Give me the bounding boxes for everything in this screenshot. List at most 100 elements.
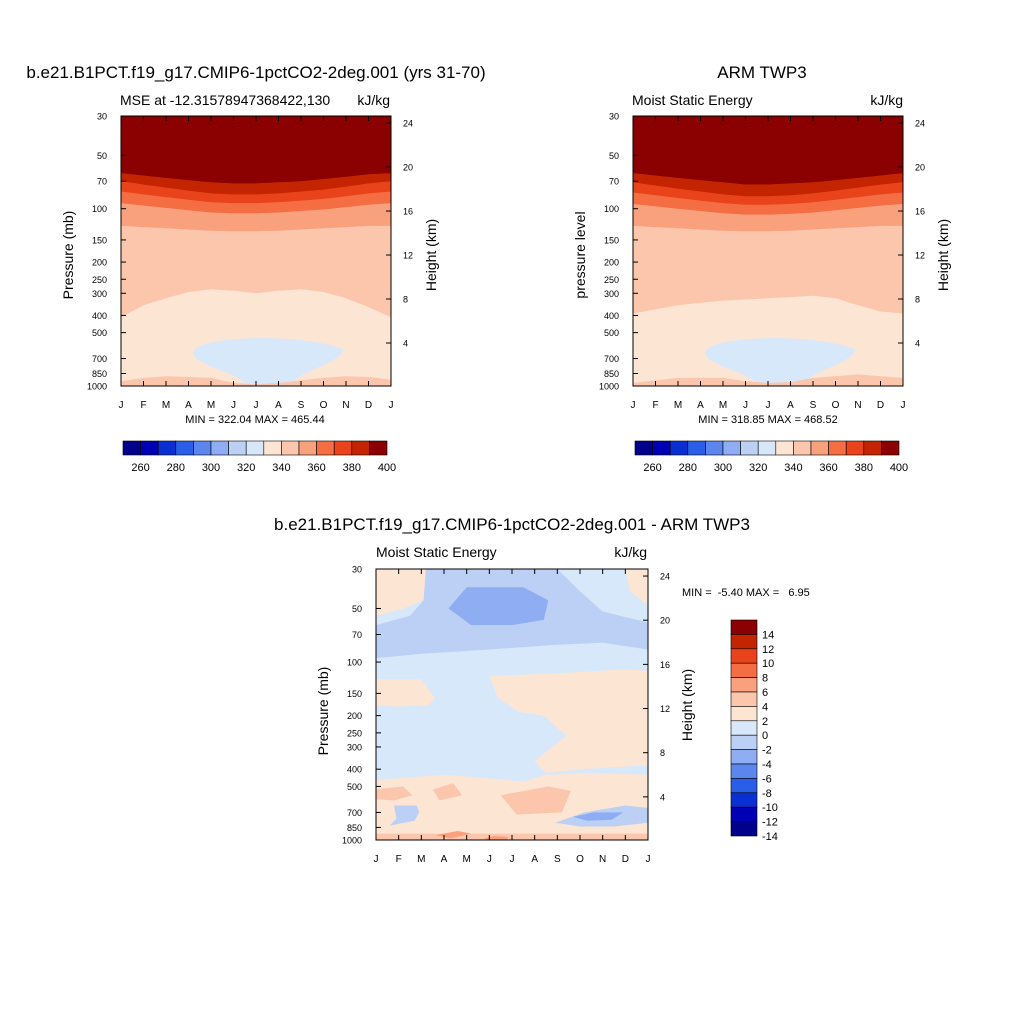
colorbar-swatch [210, 440, 229, 456]
band-pos4-b [500, 786, 571, 815]
x-tick-label: F [140, 400, 146, 411]
x-tick-label: J [743, 400, 748, 411]
colorbar-swatch [634, 440, 653, 456]
y-tick-label: 300 [347, 742, 362, 752]
y-tick-label: 150 [92, 235, 107, 245]
colorbar-swatch [730, 634, 758, 650]
panel2-plot: J F M A M J J A S O N D J 30 50 70 100 150 200 250 300 400 500… [599, 112, 925, 412]
y-tick-label: 300 [92, 289, 107, 299]
colorbar-swatch [228, 440, 247, 456]
y-tick-label: 500 [92, 328, 107, 338]
panel1-left-label: MSE at -12.31578947368422,130 [120, 92, 330, 108]
colorbar-swatch [793, 440, 812, 456]
contour-band-320 [705, 338, 856, 386]
x-tick-label: S [554, 854, 561, 865]
colorbar-label: 260 [643, 462, 661, 474]
colorbar-swatch [730, 662, 758, 678]
colorbar-label: 10 [762, 658, 774, 670]
x-tick-label: M [417, 854, 425, 865]
colorbar-label: 4 [762, 701, 768, 713]
h-tick-label: 4 [915, 339, 920, 349]
y-tick-label: 200 [604, 258, 619, 268]
h-tick-label: 20 [915, 163, 925, 173]
panel3-title: b.e21.B1PCT.f19_g17.CMIP6-1pctCO2-2deg.0… [274, 515, 750, 534]
y-tick-label: 700 [347, 808, 362, 818]
panel2-left-label: Moist Static Energy [632, 92, 753, 108]
colorbar-swatch [730, 619, 758, 635]
band-neg-lower-left [389, 805, 420, 826]
x-tick-label: D [365, 400, 372, 411]
colorbar-swatch [245, 440, 265, 456]
colorbar-label: 280 [167, 462, 185, 474]
y-tick-label: 70 [352, 630, 362, 640]
colorbar-swatch [730, 691, 758, 707]
x-tick-label: S [298, 400, 305, 411]
colorbar-label: 340 [784, 462, 802, 474]
panel1-ylabel-right: Height (km) [423, 219, 439, 291]
contour-band-400 [633, 116, 903, 174]
h-tick-label: 16 [660, 660, 670, 670]
x-tick-label: J [766, 400, 771, 411]
colorbar-label: 6 [762, 687, 768, 699]
axes: J F M A M J J A S O N D J 30 50 70 100 150 200 250 300 400 500… [342, 565, 670, 866]
x-tick-label: J [389, 400, 394, 411]
colorbar-swatch [316, 440, 335, 456]
colorbar-label: -6 [762, 773, 772, 785]
colorbar-swatch [730, 821, 758, 837]
panel2-minmax: MIN = 318.85 MAX = 468.52 [698, 414, 837, 426]
band-neg4-lower [573, 812, 624, 821]
x-tick-label: J [631, 400, 636, 411]
x-tick-label: D [877, 400, 884, 411]
h-tick-label: 4 [403, 339, 408, 349]
colorbar-label: 8 [762, 673, 768, 685]
panel3-ylabel-right: Height (km) [679, 669, 695, 741]
panel3-minmax: MIN = -5.40 MAX = 6.95 [682, 587, 810, 599]
colorbar-swatch [730, 706, 758, 722]
x-tick-label: M [462, 854, 470, 865]
x-tick-label: N [599, 854, 606, 865]
band-pos-midright [489, 669, 648, 773]
y-tick-label: 400 [604, 311, 619, 321]
panel3-plot: J F M A M J J A S O N D J 30 50 70 100 150 200 250 300 400 500… [342, 565, 670, 866]
y-tick-label: 30 [609, 112, 619, 122]
band-pos-topright [625, 569, 648, 606]
y-tick-label: 30 [352, 565, 362, 575]
x-tick-label: J [901, 400, 906, 411]
colorbar-swatch [730, 792, 758, 808]
x-tick-label: O [576, 854, 584, 865]
y-tick-label: 700 [92, 354, 107, 364]
y-tick-label: 200 [347, 711, 362, 721]
y-tick-label: 50 [352, 604, 362, 614]
colorbar-swatch [175, 440, 194, 456]
colorbar-swatch [730, 806, 758, 822]
colorbar-swatch [845, 440, 865, 456]
colorbar-swatch [730, 778, 758, 794]
contour-fills [121, 116, 391, 386]
colorbar-label: 300 [202, 462, 220, 474]
colorbar-swatch [687, 440, 706, 456]
x-tick-label: J [374, 854, 379, 865]
band-pos4-left [376, 786, 413, 801]
colorbar-label: -12 [762, 817, 778, 829]
x-tick-label: D [622, 854, 629, 865]
band-pos-topleft [376, 569, 426, 616]
panel1-right-label: kJ/kg [357, 92, 390, 108]
x-tick-label: J [254, 400, 259, 411]
colorbar-swatch [863, 440, 882, 456]
y-tick-label: 500 [347, 782, 362, 792]
colorbar-label: 360 [819, 462, 837, 474]
band-neg-core [448, 587, 549, 626]
panel1-minmax: MIN = 322.04 MAX = 465.44 [185, 414, 324, 426]
y-tick-label: 1000 [87, 382, 107, 392]
x-tick-label: J [510, 854, 515, 865]
y-tick-label: 70 [609, 177, 619, 187]
x-tick-label: M [719, 400, 727, 411]
colorbar-label: 0 [762, 730, 768, 742]
panel1-colorbar: 260 280 300 320 340 360 380 400 [122, 440, 396, 474]
colorbar-label: -8 [762, 788, 772, 800]
colorbar-swatch [730, 749, 758, 765]
colorbar-swatch [810, 440, 829, 456]
colorbar-swatch [333, 440, 353, 456]
colorbar-label: 2 [762, 716, 768, 728]
